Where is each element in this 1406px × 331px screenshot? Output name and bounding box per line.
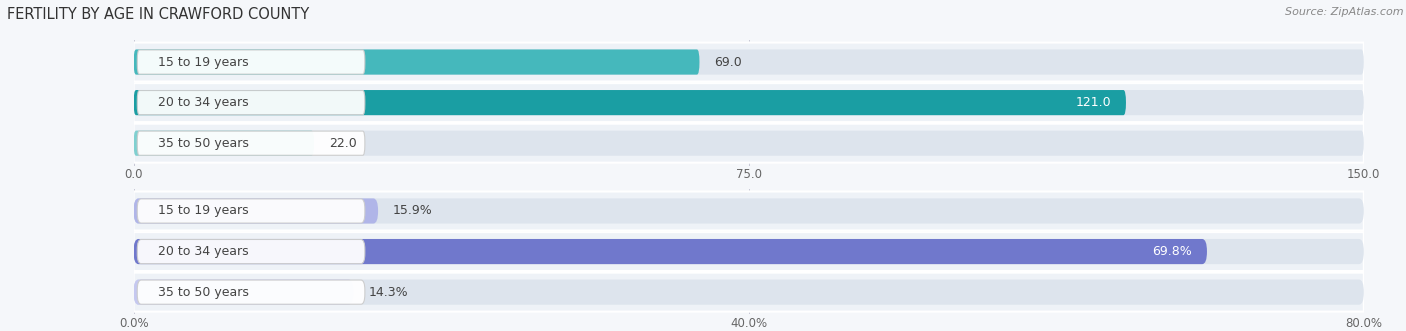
FancyBboxPatch shape [134,198,1364,223]
FancyBboxPatch shape [134,90,1364,115]
Text: 14.3%: 14.3% [368,286,408,299]
FancyBboxPatch shape [134,198,378,223]
FancyBboxPatch shape [138,280,366,304]
Text: Source: ZipAtlas.com: Source: ZipAtlas.com [1285,7,1403,17]
FancyBboxPatch shape [134,232,1364,271]
Text: 35 to 50 years: 35 to 50 years [157,286,249,299]
FancyBboxPatch shape [134,192,1364,230]
Text: 20 to 34 years: 20 to 34 years [157,245,249,258]
Text: FERTILITY BY AGE IN CRAWFORD COUNTY: FERTILITY BY AGE IN CRAWFORD COUNTY [7,7,309,22]
Text: 20 to 34 years: 20 to 34 years [157,96,249,109]
FancyBboxPatch shape [138,91,366,115]
FancyBboxPatch shape [134,90,1126,115]
FancyBboxPatch shape [134,280,353,305]
Text: 15 to 19 years: 15 to 19 years [157,56,249,69]
FancyBboxPatch shape [134,83,1364,122]
Text: 69.0: 69.0 [714,56,742,69]
FancyBboxPatch shape [138,131,366,155]
Text: 15 to 19 years: 15 to 19 years [157,205,249,217]
FancyBboxPatch shape [134,280,1364,305]
Text: 15.9%: 15.9% [392,205,433,217]
FancyBboxPatch shape [138,199,366,223]
FancyBboxPatch shape [134,124,1364,163]
FancyBboxPatch shape [134,43,1364,81]
FancyBboxPatch shape [138,50,366,74]
FancyBboxPatch shape [134,273,1364,311]
FancyBboxPatch shape [134,131,1364,156]
Text: 69.8%: 69.8% [1153,245,1192,258]
FancyBboxPatch shape [134,239,1364,264]
Text: 22.0: 22.0 [329,137,357,150]
FancyBboxPatch shape [134,239,1206,264]
FancyBboxPatch shape [134,131,314,156]
FancyBboxPatch shape [134,49,1364,74]
FancyBboxPatch shape [134,49,700,74]
FancyBboxPatch shape [138,240,366,263]
Text: 35 to 50 years: 35 to 50 years [157,137,249,150]
Text: 121.0: 121.0 [1076,96,1111,109]
